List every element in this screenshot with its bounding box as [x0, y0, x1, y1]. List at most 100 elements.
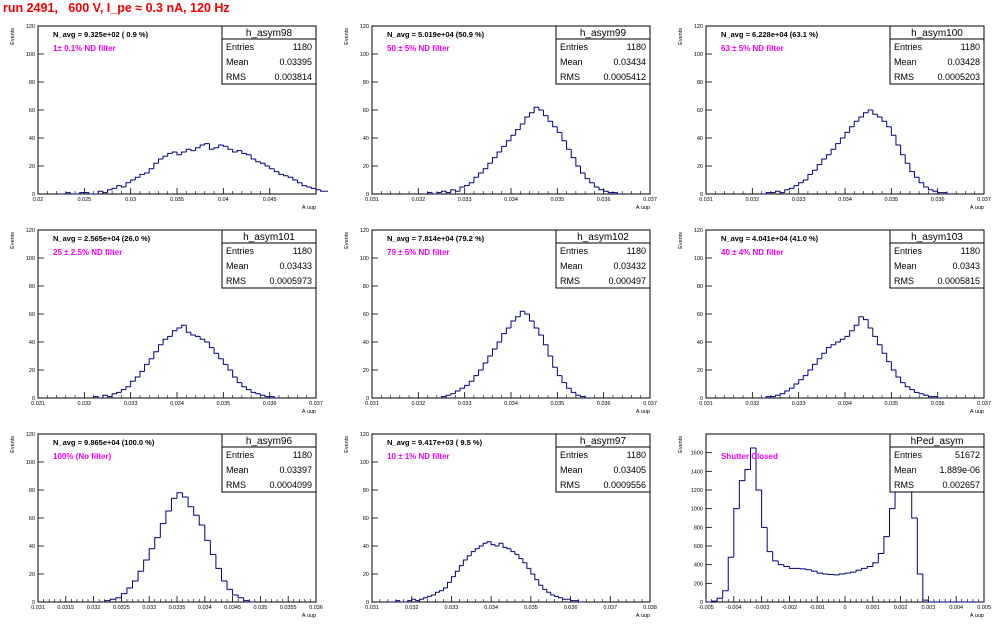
stats-label: Mean — [226, 261, 249, 271]
y-tick-label: 20 — [29, 572, 35, 578]
x-tick-label: 0.033 — [792, 197, 806, 203]
stats-label: RMS — [226, 480, 246, 490]
navg-label: N_avg = 7.814e+04 (79.2 %) — [387, 234, 485, 243]
stats-label: Entries — [894, 450, 923, 460]
y-tick-label: 20 — [363, 572, 369, 578]
filter-annotation: 1± 0.1% ND filter — [53, 44, 116, 53]
stats-value: 1180 — [293, 450, 312, 460]
x-tick-label: 0.038 — [643, 605, 657, 611]
navg-label: N_avg = 9.417e+03 ( 9.5 %) — [387, 438, 483, 447]
x-tick-label: -0.005 — [698, 605, 714, 611]
stats-value: 1180 — [627, 246, 646, 256]
y-tick-label: 20 — [29, 164, 35, 170]
x-axis-title: A uup — [302, 613, 316, 619]
x-tick-label: 0.002 — [894, 605, 908, 611]
stats-label: RMS — [226, 276, 246, 286]
y-tick-label: 100 — [694, 52, 703, 58]
x-tick-label: 0.037 — [309, 401, 323, 407]
x-tick-label: 0.031 — [699, 401, 713, 407]
stats-label: RMS — [894, 480, 914, 490]
y-tick-label: 80 — [363, 488, 369, 494]
stats-label: Mean — [226, 465, 249, 475]
y-tick-label: 400 — [694, 563, 703, 569]
y-tick-label: 100 — [360, 52, 369, 58]
y-tick-label: 120 — [360, 432, 369, 438]
y-tick-label: 20 — [697, 368, 703, 374]
histogram-name: h_asym98 — [246, 28, 293, 39]
stats-label: Mean — [226, 57, 249, 67]
x-tick-label: 0.036 — [263, 401, 277, 407]
y-axis-title: Events — [344, 28, 350, 45]
stats-label: Mean — [894, 261, 917, 271]
x-tick-label: 0.032 — [411, 197, 425, 203]
stats-value: 1180 — [627, 450, 646, 460]
x-axis-title: A uup — [636, 409, 650, 415]
page-title: run 2491, 600 V, I_pe ≈ 0.3 nA, 120 Hz — [3, 1, 230, 15]
filter-annotation: 100% (No filter) — [53, 452, 112, 461]
x-tick-label: 0.035 — [550, 401, 564, 407]
y-tick-label: 60 — [29, 108, 35, 114]
stats-label: Entries — [894, 246, 923, 256]
stats-label: Entries — [894, 42, 923, 52]
x-tick-label: 0.0345 — [224, 605, 241, 611]
x-tick-label: 0.04 — [218, 197, 229, 203]
stats-value: 51672 — [955, 450, 980, 460]
y-tick-label: 40 — [697, 340, 703, 346]
x-tick-label: 0.035 — [170, 197, 184, 203]
stats-value: 0.03395 — [279, 57, 312, 67]
navg-label: N_avg = 5.019e+04 (50.9 %) — [387, 30, 485, 39]
histogram-svg: 02004006008001000120014001600-0.005-0.00… — [668, 422, 996, 622]
x-tick-label: 0.035 — [216, 401, 230, 407]
x-tick-label: 0.031 — [699, 197, 713, 203]
y-tick-label: 1000 — [691, 507, 703, 513]
stats-value: 1180 — [293, 246, 312, 256]
x-tick-label: 0.0325 — [113, 605, 130, 611]
navg-label: N_avg = 6.228e+04 (63.1 %) — [721, 30, 819, 39]
x-tick-label: 0.033 — [792, 401, 806, 407]
stats-label: RMS — [894, 72, 914, 82]
histogram-name: hPed_asym — [911, 436, 964, 447]
x-tick-label: 0.02 — [33, 197, 44, 203]
stats-value: 0.0005412 — [603, 72, 646, 82]
x-tick-label: 0.003 — [922, 605, 936, 611]
y-tick-label: 200 — [694, 581, 703, 587]
stats-label: Entries — [226, 450, 255, 460]
stats-label: RMS — [894, 276, 914, 286]
y-tick-label: 120 — [694, 24, 703, 30]
y-axis-title: Events — [678, 232, 684, 249]
x-tick-label: 0.004 — [949, 605, 963, 611]
y-tick-label: 600 — [694, 544, 703, 550]
x-tick-label: 0.031 — [365, 197, 379, 203]
stats-label: Mean — [560, 261, 583, 271]
navg-label: N_avg = 9.865e+04 (100.0 %) — [53, 438, 155, 447]
x-axis-title: A uup — [636, 205, 650, 211]
stats-label: Entries — [560, 450, 589, 460]
filter-annotation: 25 ± 2.5% ND filter — [53, 248, 122, 257]
stats-value: 0.0343 — [952, 261, 980, 271]
x-axis-title: A uup — [970, 613, 984, 619]
x-tick-label: 0.035 — [884, 401, 898, 407]
y-axis-title: Events — [678, 28, 684, 45]
x-tick-label: -0.003 — [754, 605, 770, 611]
y-tick-label: 1400 — [691, 469, 703, 475]
y-axis-title: Events — [344, 436, 350, 453]
y-tick-label: 40 — [29, 340, 35, 346]
x-tick-label: 0.033 — [124, 401, 138, 407]
stats-value: 1180 — [961, 246, 980, 256]
stats-value: 0.03428 — [947, 57, 980, 67]
filter-annotation: 63 ± 5% ND filter — [721, 44, 784, 53]
filter-annotation: 10 ± 1% ND filter — [387, 452, 450, 461]
y-tick-label: 60 — [363, 516, 369, 522]
x-axis-title: A uup — [302, 205, 316, 211]
stats-value: 0.002657 — [942, 480, 980, 490]
x-tick-label: 0.031 — [365, 605, 379, 611]
x-tick-label: 0.037 — [977, 401, 991, 407]
y-tick-label: 80 — [363, 284, 369, 290]
y-axis-title: Events — [10, 232, 16, 249]
y-tick-label: 60 — [363, 312, 369, 318]
